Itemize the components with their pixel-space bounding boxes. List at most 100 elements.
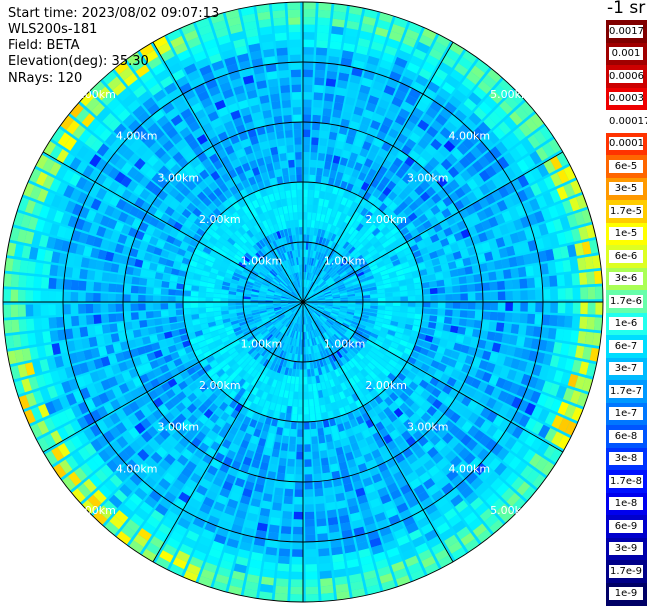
- range-bin: [115, 313, 124, 322]
- ray: [13, 302, 303, 395]
- range-bin: [262, 330, 270, 338]
- range-bin: [248, 337, 257, 345]
- range-bin: [309, 273, 314, 281]
- range-bin: [209, 360, 219, 369]
- range-bin: [564, 315, 573, 328]
- range-bin: [280, 304, 289, 307]
- range-bin: [516, 189, 529, 203]
- range-bin: [263, 400, 271, 409]
- range-bin: [489, 281, 498, 291]
- range-bin: [249, 402, 258, 412]
- range-bin: [184, 376, 194, 386]
- range-bin: [305, 308, 310, 316]
- range-bin: [467, 346, 477, 357]
- range-bin: [206, 355, 215, 364]
- range-bin: [535, 302, 543, 313]
- range-bin: [314, 77, 325, 86]
- range-bin: [262, 267, 270, 274]
- range-bin: [311, 436, 318, 445]
- range-bin: [291, 77, 301, 85]
- range-bin: [209, 413, 220, 424]
- range-bin: [577, 331, 587, 344]
- range-bin: [451, 148, 464, 161]
- range-bin: [436, 427, 448, 439]
- range-bin: [70, 435, 83, 450]
- ray: [28, 168, 303, 302]
- range-bin: [356, 45, 369, 56]
- range-bin: [329, 327, 337, 334]
- range-bin: [163, 194, 174, 206]
- range-bin: [274, 487, 284, 496]
- range-bin: [49, 145, 63, 160]
- range-bin: [36, 420, 50, 435]
- range-bin: [119, 128, 132, 142]
- range-bin: [196, 368, 206, 377]
- range-bin: [317, 296, 325, 299]
- range-bin: [346, 20, 360, 31]
- range-bin: [343, 421, 352, 430]
- range-bin: [376, 19, 391, 31]
- range-bin: [268, 85, 280, 95]
- range-bin: [304, 287, 308, 295]
- range-bin: [127, 413, 140, 426]
- range-bin: [98, 345, 108, 357]
- range-bin: [267, 311, 275, 316]
- range-bin: [419, 471, 431, 484]
- range-bin: [417, 353, 427, 363]
- range-bin: [510, 163, 523, 177]
- range-bin: [153, 349, 163, 359]
- ray: [303, 302, 492, 544]
- range-bin: [7, 350, 17, 365]
- range-bin: [132, 105, 146, 119]
- range-bin: [525, 325, 535, 337]
- range-bin: [285, 382, 291, 391]
- range-bin: [472, 160, 484, 173]
- range-bin: [312, 122, 321, 131]
- range-bin: [350, 580, 364, 591]
- range-bin: [435, 323, 444, 331]
- range-bin: [229, 443, 239, 453]
- range-bin: [83, 412, 96, 426]
- range-bin: [290, 54, 301, 63]
- range-bin: [377, 222, 386, 232]
- range-bin: [335, 245, 343, 254]
- range-bin: [343, 354, 351, 363]
- range-bin: [291, 307, 298, 313]
- range-bin: [360, 470, 371, 480]
- range-bin: [332, 186, 340, 195]
- range-bin: [520, 348, 531, 361]
- range-bin: [455, 461, 468, 474]
- range-bin: [271, 280, 279, 286]
- range-bin: [292, 534, 303, 542]
- range-bin: [474, 222, 485, 234]
- range-bin: [482, 282, 491, 291]
- range-bin: [335, 446, 344, 456]
- range-bin: [272, 278, 280, 285]
- range-bin: [282, 278, 289, 286]
- range-bin: [266, 360, 273, 369]
- range-bin: [480, 407, 492, 419]
- range-bin: [409, 391, 420, 402]
- range-bin: [43, 417, 56, 432]
- range-bin: [287, 284, 294, 291]
- range-bin: [380, 469, 392, 480]
- range-bin: [34, 262, 44, 275]
- range-bin: [421, 282, 430, 289]
- range-bin: [258, 365, 266, 374]
- range-bin: [501, 487, 515, 502]
- range-bin: [385, 363, 395, 372]
- ray: [303, 302, 411, 587]
- range-bin: [153, 303, 161, 310]
- range-bin: [238, 261, 247, 269]
- range-bin: [208, 236, 218, 245]
- range-bin: [304, 331, 307, 340]
- range-bin: [325, 300, 333, 302]
- range-bin: [404, 397, 415, 408]
- range-bin: [364, 133, 375, 144]
- range-bin: [27, 261, 36, 274]
- range-bin: [129, 247, 139, 258]
- range-bin: [35, 154, 49, 170]
- range-bin: [228, 290, 237, 295]
- range-bin: [426, 81, 440, 94]
- range-bin: [390, 320, 399, 327]
